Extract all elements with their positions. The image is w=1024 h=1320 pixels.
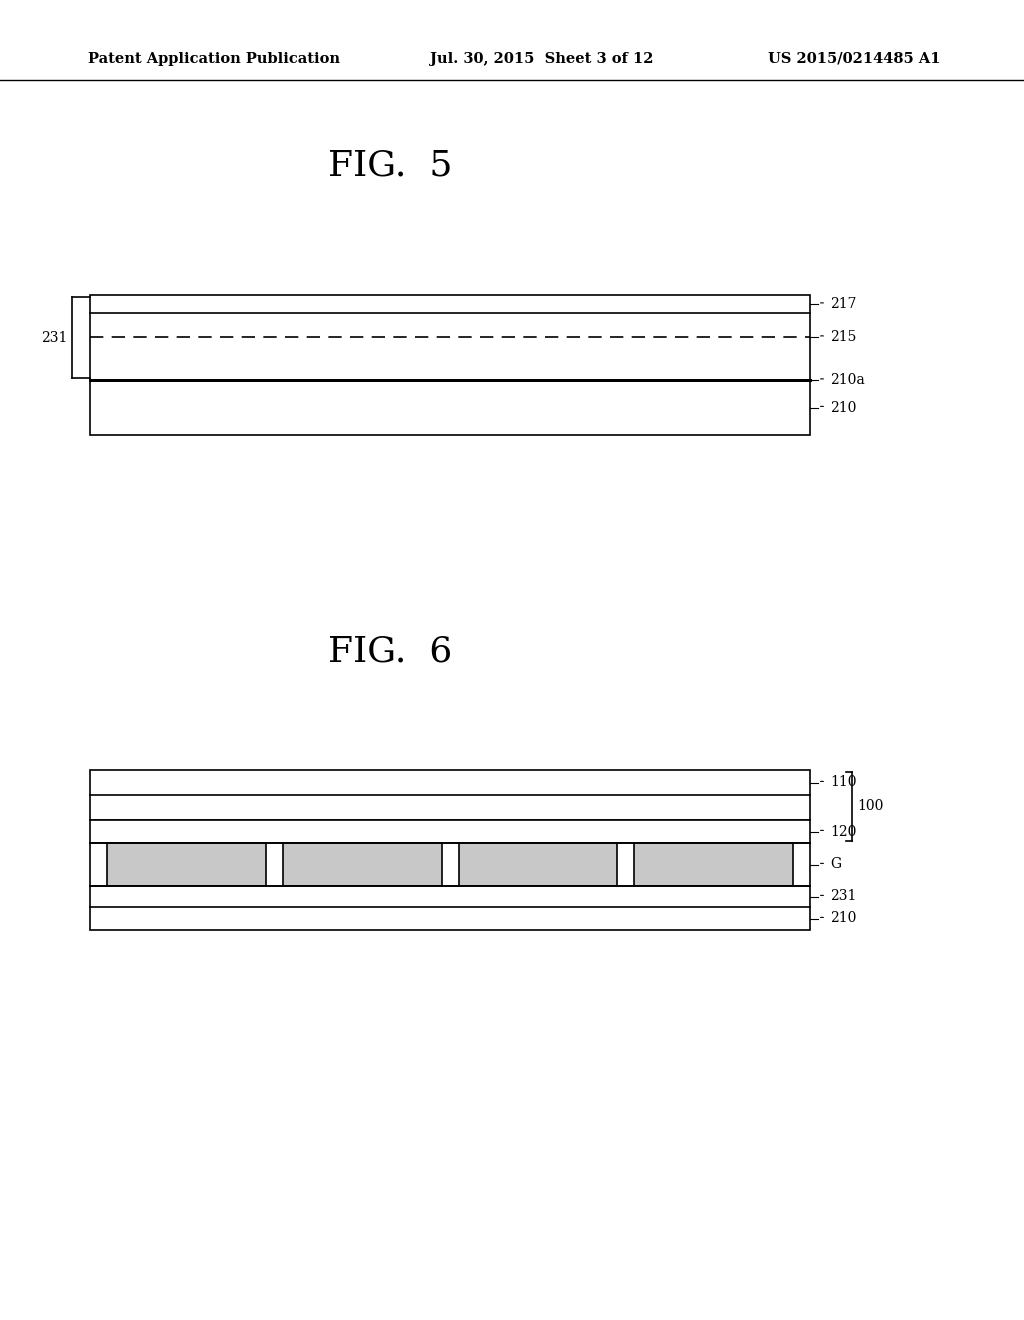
Bar (90, 770, 810, 820)
Text: 231: 231 (830, 890, 856, 903)
Bar (90, 294, 810, 436)
Bar (90, 820, 810, 843)
Text: G: G (830, 858, 841, 871)
Text: 120: 120 (830, 825, 856, 838)
Bar (634, 843, 793, 886)
Bar (283, 843, 441, 886)
Bar (106, 843, 266, 886)
Text: Jul. 30, 2015  Sheet 3 of 12: Jul. 30, 2015 Sheet 3 of 12 (430, 51, 653, 66)
Bar (90, 886, 810, 931)
Text: 210: 210 (830, 912, 856, 925)
Text: FIG.  5: FIG. 5 (328, 148, 453, 182)
Text: 110: 110 (830, 776, 856, 789)
Bar (90, 843, 810, 886)
Text: 210: 210 (830, 400, 856, 414)
Text: 215: 215 (830, 330, 856, 345)
Text: 100: 100 (857, 800, 884, 813)
Text: 217: 217 (830, 297, 856, 312)
Text: 210a: 210a (830, 374, 864, 387)
Text: US 2015/0214485 A1: US 2015/0214485 A1 (768, 51, 940, 66)
Text: FIG.  6: FIG. 6 (328, 635, 453, 669)
Text: Patent Application Publication: Patent Application Publication (88, 51, 340, 66)
Bar (459, 843, 617, 886)
Text: 231: 231 (41, 330, 67, 345)
